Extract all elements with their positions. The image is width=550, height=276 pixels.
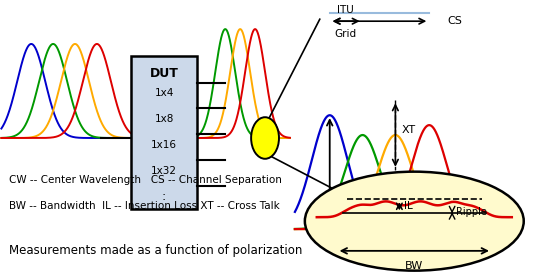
Ellipse shape bbox=[305, 172, 524, 271]
Ellipse shape bbox=[251, 117, 279, 159]
Text: :: : bbox=[162, 190, 166, 203]
Text: 1x32: 1x32 bbox=[151, 166, 177, 176]
Text: 1x4: 1x4 bbox=[155, 88, 174, 99]
Text: 1x16: 1x16 bbox=[151, 140, 177, 150]
Text: XT: XT bbox=[402, 125, 415, 135]
FancyBboxPatch shape bbox=[131, 56, 197, 209]
Text: CW: CW bbox=[336, 204, 354, 214]
Text: 1x8: 1x8 bbox=[155, 114, 174, 124]
Text: ITU: ITU bbox=[337, 5, 354, 15]
Text: Measurements made as a function of polarization: Measurements made as a function of polar… bbox=[9, 243, 303, 256]
Text: Ripple: Ripple bbox=[456, 207, 487, 217]
Text: IL: IL bbox=[404, 201, 413, 211]
Text: BW -- Bandwidth  IL -- Insertion Loss XT -- Cross Talk: BW -- Bandwidth IL -- Insertion Loss XT … bbox=[9, 201, 280, 211]
Text: CW -- Center Wavelength   CS -- Channel Separation: CW -- Center Wavelength CS -- Channel Se… bbox=[9, 175, 282, 185]
Text: CS: CS bbox=[447, 16, 462, 26]
Text: Grid: Grid bbox=[334, 29, 357, 39]
Text: DUT: DUT bbox=[150, 67, 179, 80]
Text: BW: BW bbox=[405, 261, 424, 271]
